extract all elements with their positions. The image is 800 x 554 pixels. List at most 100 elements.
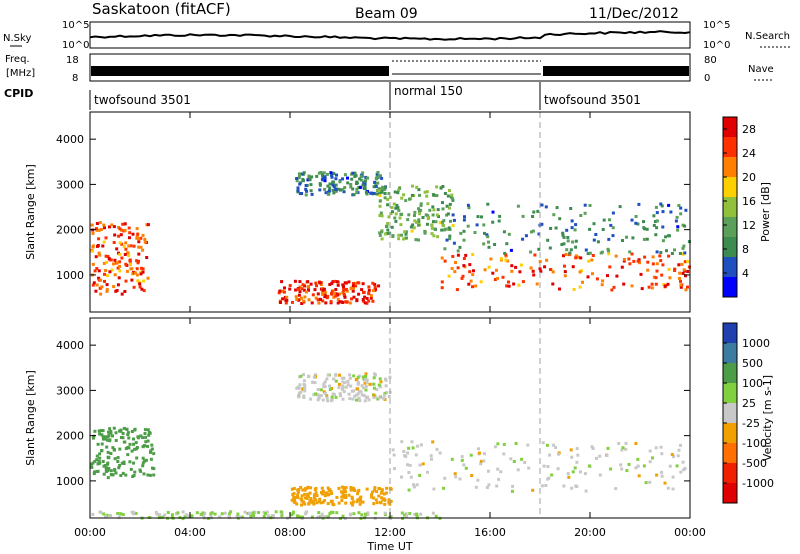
data-cell [369,191,373,195]
data-cell [516,204,520,208]
data-cell [415,220,419,224]
data-cell [103,272,106,276]
data-cell [391,210,394,214]
data-cell [344,501,348,505]
data-cell [108,225,111,229]
data-cell [687,265,691,269]
data-cell [355,398,359,402]
data-cell [313,288,317,292]
data-cell [98,286,102,290]
data-cell [634,221,638,225]
data-cell [540,222,544,226]
data-cell [329,171,333,175]
data-cell [679,212,683,216]
velocity-y-axis: 1000 2000 3000 4000 [56,339,690,488]
data-cell [351,486,355,490]
data-cell [529,266,533,270]
data-cell [472,269,475,273]
data-cell [468,263,472,267]
data-cell [530,230,533,234]
data-cell [323,515,327,519]
data-cell [236,512,240,516]
colorbar-tick-label: 16 [742,195,756,208]
data-cell [301,172,304,176]
data-cell [438,221,442,225]
data-cell [549,268,552,271]
data-cell [362,291,365,294]
data-cell [591,272,594,276]
data-cell [382,393,386,397]
noise-left-label: N.Sky [3,33,31,44]
data-cell [118,269,122,273]
data-cell [598,473,602,477]
data-cell [390,225,394,229]
data-cell [622,282,626,286]
data-cell [511,484,515,488]
data-cell [682,268,686,272]
data-cell [108,427,112,431]
data-cell [137,259,140,263]
data-cell [116,460,120,463]
data-cell [606,274,609,278]
data-cell [301,179,305,183]
data-cell [486,469,490,473]
data-cell [570,455,574,459]
data-cell [411,223,415,227]
data-cell [575,447,579,451]
data-cell [367,285,371,289]
data-cell [583,203,587,207]
data-cell [687,240,691,244]
data-cell [675,215,679,219]
data-cell [318,188,322,192]
data-cell [628,250,632,254]
data-cell [660,204,664,208]
data-cell [361,375,365,379]
data-cell [130,278,134,282]
data-cell [94,227,98,231]
data-cell [431,213,435,217]
data-cell [397,237,401,241]
data-cell [374,511,378,515]
data-cell [482,242,486,246]
data-cell [109,258,113,262]
data-cell [357,488,361,492]
data-cell [343,186,347,189]
data-cell [605,453,609,457]
data-cell [132,474,136,477]
data-cell [683,224,687,228]
data-cell [103,279,106,283]
data-cell [506,259,510,263]
data-cell [141,267,145,271]
data-cell [365,296,369,300]
data-cell [579,214,583,217]
data-cell [487,240,490,244]
freq-left-tick-bottom: 8 [72,73,78,84]
data-cell [339,394,342,398]
data-cell [377,396,381,400]
data-cell [588,227,592,231]
data-cell [330,395,334,399]
data-cell [441,207,445,211]
data-cell [664,235,668,239]
data-cell [114,471,118,475]
data-cell [364,191,368,194]
cpid-segment-1: twofsound 3501 [94,93,191,107]
data-cell [283,286,286,290]
colorbar-tick-label: -1000 [742,477,774,490]
data-cell [352,282,355,285]
data-cell [108,270,112,274]
data-cell [417,238,420,242]
colorbar-frame [722,116,738,298]
velocity-data [90,318,687,521]
data-cell [309,183,313,187]
data-cell [126,431,130,435]
freq-panel-frame [89,53,691,82]
data-cell [277,291,281,295]
data-cell [634,215,638,218]
data-cell [363,185,367,189]
data-cell [121,222,125,226]
data-cell [586,275,590,279]
data-cell [295,179,299,183]
data-cell [137,252,141,256]
data-cell [149,449,153,453]
